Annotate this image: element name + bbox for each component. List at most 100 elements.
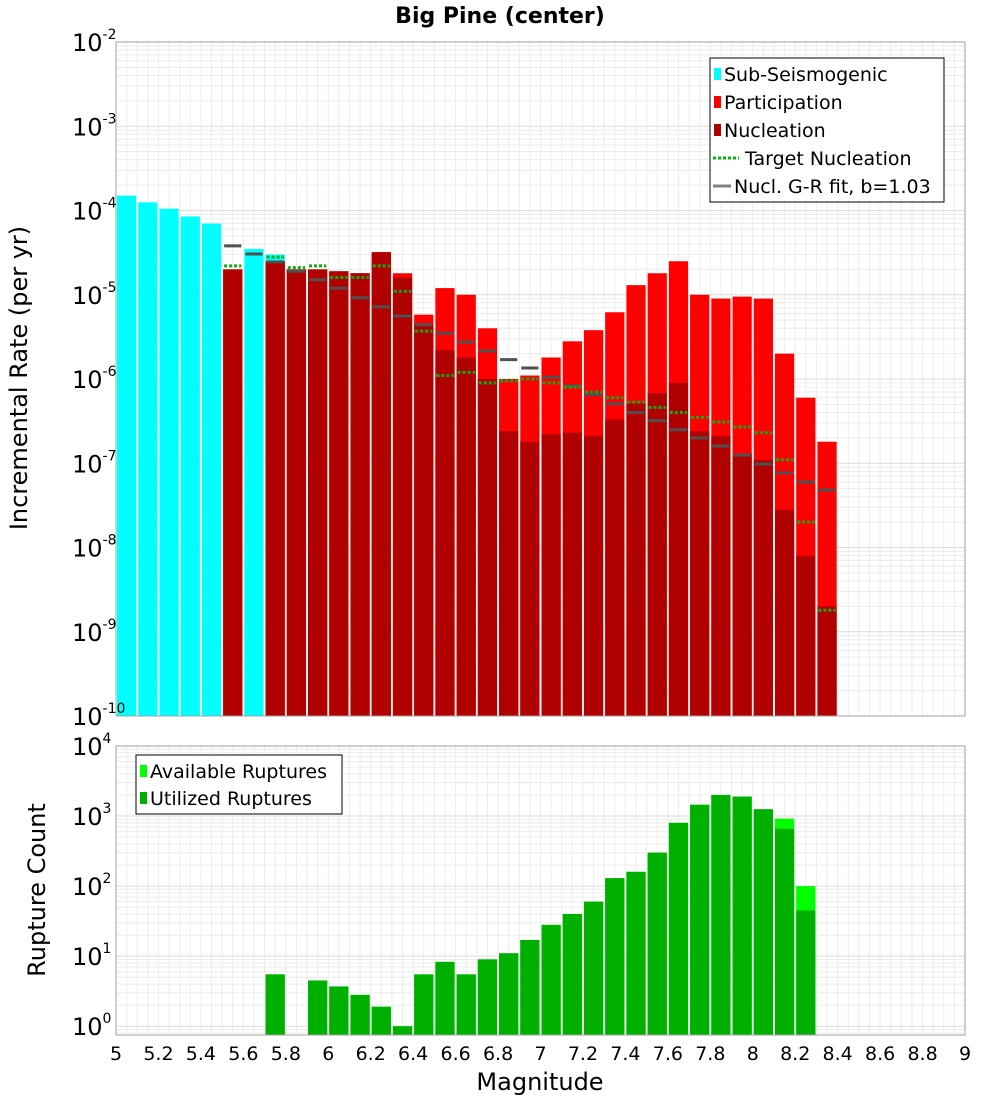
- nucleation-bar: [520, 441, 540, 716]
- rate-plot: 10-10 10-9 10-8 10-7 10-6 10-5 10-4 10-3 10-2 Sub…: [72, 27, 966, 731]
- utilized-ruptures-bar: [456, 974, 476, 1035]
- x-tick-label: 7.6: [653, 1043, 683, 1065]
- nucleation-bar: [583, 436, 604, 716]
- utilized-ruptures-bar: [753, 809, 773, 1035]
- bottom-y-axis-label: Rupture Count: [23, 803, 51, 977]
- x-tick-label: 7.8: [695, 1043, 725, 1065]
- x-tick-label: 9: [959, 1043, 971, 1065]
- sub-seismogenic-bar: [138, 202, 158, 716]
- y-tick-label: 10-5: [72, 280, 117, 310]
- nucleation-bar: [626, 402, 646, 716]
- y-tick-label: 10-4: [72, 196, 117, 226]
- y-tick-label: 10-2: [72, 27, 117, 57]
- utilized-ruptures-bar: [541, 924, 561, 1035]
- nucleation-bar: [690, 431, 710, 716]
- x-tick-label: 5.4: [186, 1043, 216, 1065]
- y-tick-label: 10-9: [72, 617, 117, 647]
- y-tick-label: 101: [72, 941, 111, 971]
- x-tick-label: 5.6: [228, 1043, 258, 1065]
- utilized-ruptures-bar: [499, 953, 519, 1035]
- x-axis-label: Magnitude: [476, 1068, 603, 1096]
- nucleation-bar: [817, 606, 837, 716]
- utilized-ruptures-bar: [796, 910, 816, 1035]
- legend-label: Nucleation: [724, 120, 826, 142]
- utilized-ruptures-bar: [371, 1006, 391, 1035]
- legend-label: Utilized Ruptures: [150, 788, 312, 810]
- x-tick-label: 5.2: [143, 1043, 173, 1065]
- legend-label: Nucl. G-R fit, b=1.03: [734, 176, 931, 198]
- top-y-axis-label: Incremental Rate (per yr): [5, 226, 33, 530]
- utilized-ruptures-bar: [329, 986, 349, 1035]
- utilized-ruptures-bar: [711, 794, 731, 1035]
- nucleation-bar: [732, 453, 752, 716]
- nucleation-bar: [350, 273, 370, 716]
- legend-label: Available Ruptures: [150, 761, 327, 783]
- nucleation-bar: [477, 379, 498, 716]
- nucleation-bar: [711, 436, 731, 716]
- x-tick-label: 8.4: [823, 1043, 853, 1065]
- x-tick-label: 7: [534, 1043, 546, 1065]
- sub-seismogenic-bar: [244, 248, 264, 716]
- legend-swatch: [714, 68, 721, 80]
- gr-fit-series: [224, 244, 836, 492]
- utilized-ruptures-bar: [605, 878, 625, 1035]
- x-tick-label: 6.2: [356, 1043, 386, 1065]
- nucleation-bar: [753, 459, 773, 716]
- bars: [265, 794, 816, 1035]
- rupture-count-plot: 100 101 102 103 104 5 5.2 5.4 5.6 5.8 6 6.2 6.4 6.6 6.…: [72, 731, 971, 1065]
- y-tick-label: 100: [72, 1011, 111, 1041]
- legend-box: [709, 57, 945, 203]
- chart-title: Big Pine (center): [395, 4, 605, 29]
- nucleation-bar: [499, 431, 519, 716]
- x-tick-label: 8.6: [865, 1043, 895, 1065]
- utilized-ruptures-bar: [414, 974, 434, 1035]
- utilized-ruptures-bar: [562, 914, 582, 1035]
- nucleation-bar: [223, 269, 243, 716]
- y-tick-label: 10-3: [72, 111, 117, 141]
- nucleation-bar: [562, 432, 582, 716]
- sub-seismogenic-bar: [159, 208, 179, 717]
- nucleation-bar: [414, 323, 434, 716]
- utilized-ruptures-bar: [350, 994, 370, 1035]
- x-tick-label: 6: [322, 1043, 334, 1065]
- x-tick-label: 7.4: [610, 1043, 640, 1065]
- utilized-ruptures-bar: [308, 980, 328, 1035]
- nucleation-bar: [392, 277, 413, 716]
- nucleation-bar: [435, 350, 455, 716]
- legend-box: [135, 754, 343, 815]
- bars: [117, 195, 837, 717]
- x-tick-label: 8.8: [907, 1043, 937, 1065]
- y-tick-label: 102: [72, 871, 111, 901]
- legend: Sub-Seismogenic Participation Nucleation Ta…: [709, 57, 945, 203]
- nucleation-bar: [668, 382, 689, 716]
- utilized-ruptures-bar: [626, 871, 646, 1035]
- x-tick-label: 5: [110, 1043, 122, 1065]
- plot-frame: [115, 745, 966, 1036]
- utilized-ruptures-bar: [392, 1026, 413, 1035]
- sub-seismogenic-bar: [201, 223, 222, 717]
- x-tick-label: 6.8: [483, 1043, 513, 1065]
- x-tick-label: 5.8: [271, 1043, 301, 1065]
- nucleation-bar: [308, 269, 328, 716]
- nucleation-bar: [371, 252, 391, 717]
- utilized-ruptures-bar: [520, 940, 540, 1035]
- nucleation-bar: [456, 357, 476, 716]
- utilized-ruptures-bar: [435, 961, 455, 1035]
- utilized-ruptures-bar: [690, 804, 710, 1035]
- nucleation-bar: [796, 555, 816, 716]
- x-tick-label: 8.2: [780, 1043, 810, 1065]
- y-tick-label: 104: [72, 731, 112, 761]
- legend-swatch: [140, 765, 147, 777]
- x-tick-label: 6.4: [398, 1043, 428, 1065]
- nucleation-bar: [541, 434, 561, 716]
- nucleation-bar: [265, 261, 285, 716]
- utilized-ruptures-bar: [477, 959, 498, 1035]
- x-tick-label: 7.2: [568, 1043, 598, 1065]
- legend-label: Target Nucleation: [744, 148, 912, 170]
- legend-swatch: [714, 96, 721, 108]
- nucleation-bar: [329, 271, 349, 716]
- legend: Available Ruptures Utilized Ruptures: [135, 754, 343, 815]
- sub-seismogenic-bar: [180, 216, 200, 716]
